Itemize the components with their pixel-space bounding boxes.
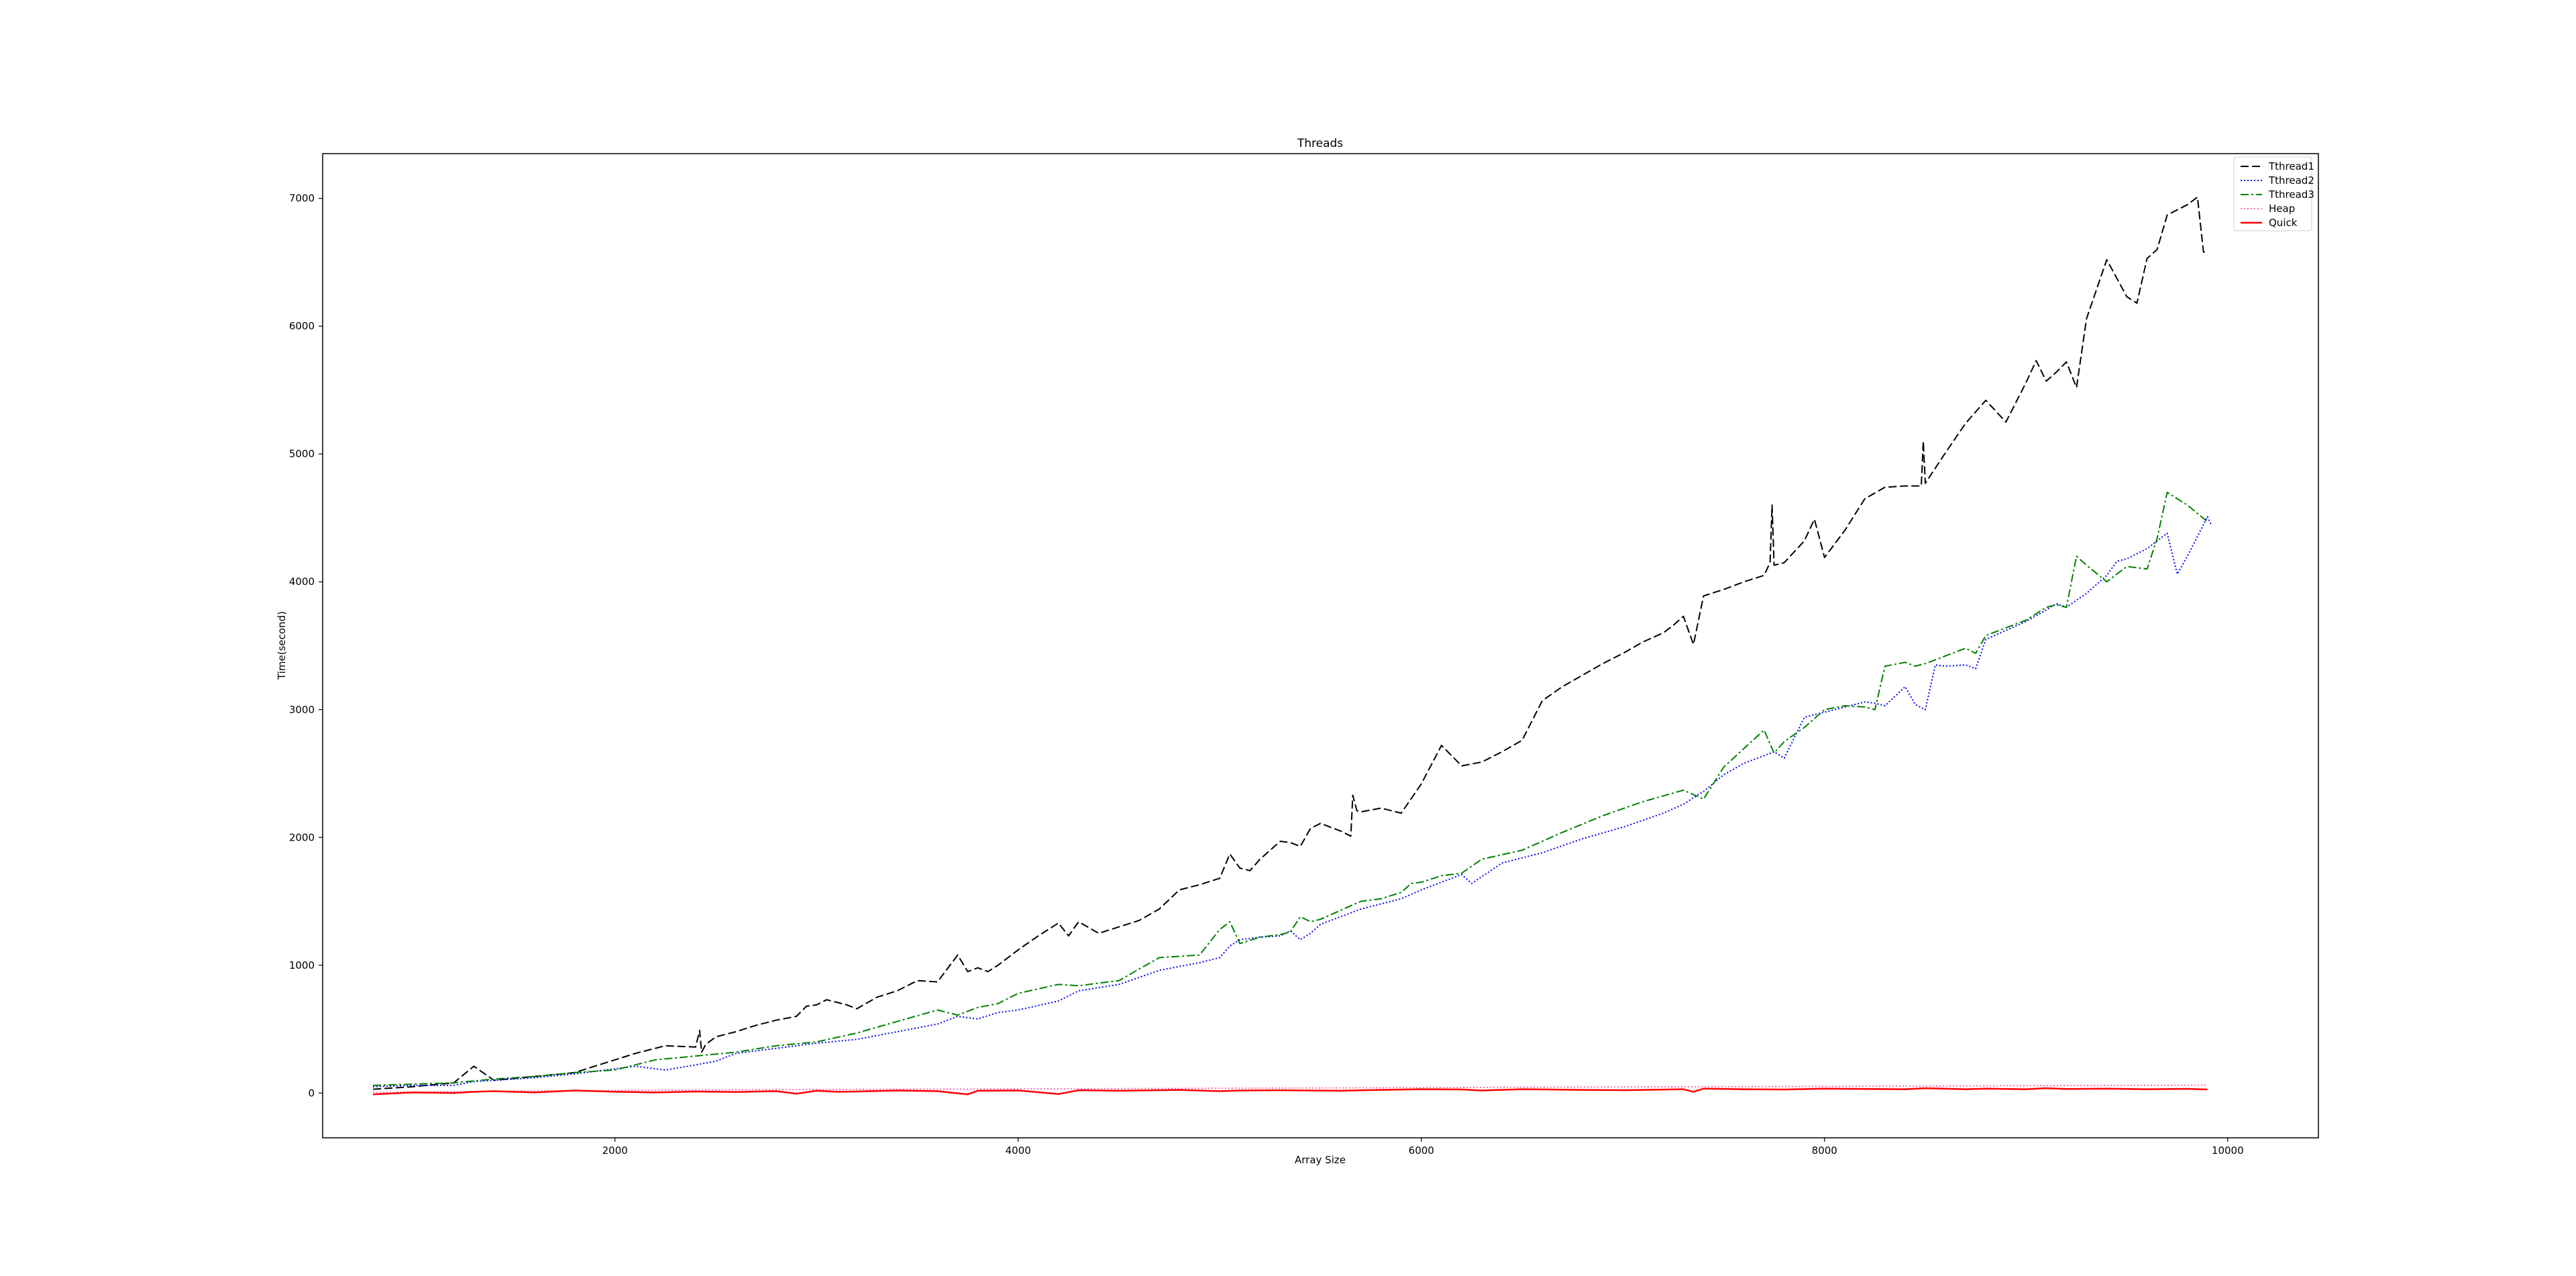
- legend-label-tthread1: Tthread1: [2268, 160, 2314, 172]
- plot-frame: [322, 153, 2319, 1138]
- legend: Tthread1 Tthread2 Tthread3 Heap Quick: [2233, 156, 2314, 231]
- series-line-tthread2: [373, 516, 2212, 1087]
- y-tick-label: 7000: [289, 193, 315, 205]
- x-tick-label: 8000: [1812, 1145, 1837, 1157]
- x-axis-ticks: 2000 4000 6000 8000 10000: [602, 1138, 2244, 1157]
- y-tick-label: 4000: [289, 576, 315, 588]
- x-tick-label: 6000: [1409, 1145, 1434, 1157]
- series-layer: [373, 196, 2212, 1096]
- chart-title: Threads: [1297, 137, 1343, 150]
- x-axis-label: Array Size: [1295, 1154, 1346, 1166]
- series-line-tthread1: [373, 196, 2208, 1090]
- y-tick-label: 5000: [289, 448, 315, 460]
- legend-label-tthread2: Tthread2: [2268, 174, 2314, 187]
- legend-label-heap: Heap: [2269, 203, 2295, 215]
- y-axis-label: Time(second): [276, 611, 288, 680]
- legend-label-quick: Quick: [2269, 217, 2298, 229]
- y-axis-ticks: 0 1000 2000 3000 4000 5000 6000 7000: [289, 193, 323, 1099]
- series-line-heap: [373, 1084, 2208, 1094]
- x-tick-label: 4000: [1006, 1145, 1031, 1157]
- legend-box: [2233, 156, 2312, 231]
- x-tick-label: 2000: [602, 1145, 628, 1157]
- y-tick-label: 1000: [289, 959, 315, 971]
- y-tick-label: 6000: [289, 320, 315, 332]
- x-tick-label: 10000: [2212, 1145, 2244, 1157]
- y-tick-label: 0: [308, 1087, 315, 1099]
- series-line-quick: [373, 1087, 2208, 1096]
- y-tick-label: 2000: [289, 831, 315, 843]
- series-line-tthread3: [373, 491, 2208, 1086]
- y-tick-label: 3000: [289, 704, 315, 716]
- legend-label-tthread3: Tthread3: [2268, 189, 2314, 201]
